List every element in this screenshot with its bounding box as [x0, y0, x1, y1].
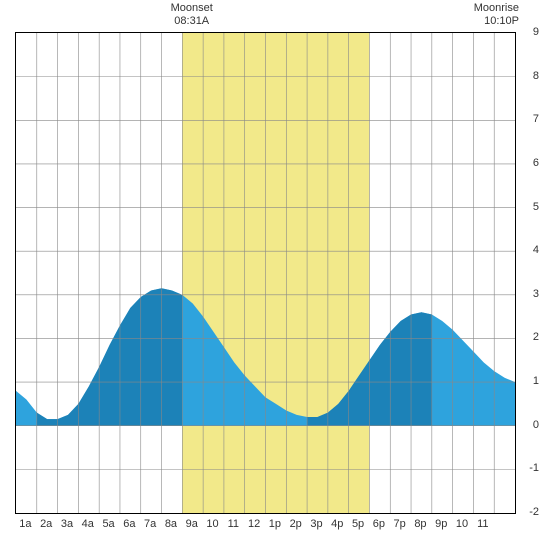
y-tick-label: 1 [519, 375, 539, 387]
plot-area [15, 32, 516, 514]
x-axis-labels: 1a 2a 3a 4a 5a 6a 7a 8a 9a 10 11 12 1p 2p 3p 4p 5p 6p 7p 8p… [15, 518, 514, 536]
y-tick-label: 0 [519, 419, 539, 431]
y-tick-label: 5 [519, 201, 539, 213]
y-tick-label: 9 [519, 26, 539, 38]
y-axis-labels: -2-10123456789 [519, 32, 544, 512]
moonrise-label: Moonrise 10:10P [459, 2, 519, 28]
x-tick-label: 12 [248, 518, 260, 530]
moonrise-title: Moonrise [459, 2, 519, 15]
y-tick-label: -1 [519, 462, 539, 474]
y-tick-label: 6 [519, 157, 539, 169]
x-tick-label: 5p [352, 518, 364, 530]
y-tick-label: 8 [519, 70, 539, 82]
moonset-label: Moonset 08:31A [162, 2, 222, 28]
y-tick-label: 4 [519, 244, 539, 256]
x-tick-label: 7a [144, 518, 156, 530]
x-tick-label: 9p [435, 518, 447, 530]
x-tick-label: 10 [206, 518, 218, 530]
x-tick-label: 7p [394, 518, 406, 530]
moonrise-time: 10:10P [459, 15, 519, 28]
x-tick-label: 2a [40, 518, 52, 530]
moonset-title: Moonset [162, 2, 222, 15]
x-tick-label: 2p [290, 518, 302, 530]
y-tick-label: -2 [519, 506, 539, 518]
x-tick-label: 6a [123, 518, 135, 530]
x-tick-label: 6p [373, 518, 385, 530]
x-tick-label: 1p [269, 518, 281, 530]
y-tick-label: 3 [519, 288, 539, 300]
x-tick-label: 4p [331, 518, 343, 530]
x-tick-label: 11 [477, 518, 488, 530]
x-tick-label: 3a [61, 518, 73, 530]
x-tick-label: 11 [228, 518, 239, 530]
y-tick-label: 7 [519, 113, 539, 125]
x-tick-label: 9a [186, 518, 198, 530]
x-tick-label: 8p [414, 518, 426, 530]
x-tick-label: 4a [82, 518, 94, 530]
moonset-time: 08:31A [162, 15, 222, 28]
x-tick-label: 1a [19, 518, 31, 530]
x-tick-label: 3p [310, 518, 322, 530]
x-tick-label: 8a [165, 518, 177, 530]
y-tick-label: 2 [519, 331, 539, 343]
tide-chart: Moonset 08:31A Moonrise 10:10P -2-101234… [0, 0, 550, 550]
chart-svg [16, 33, 515, 513]
x-tick-label: 10 [456, 518, 468, 530]
x-tick-label: 5a [102, 518, 114, 530]
